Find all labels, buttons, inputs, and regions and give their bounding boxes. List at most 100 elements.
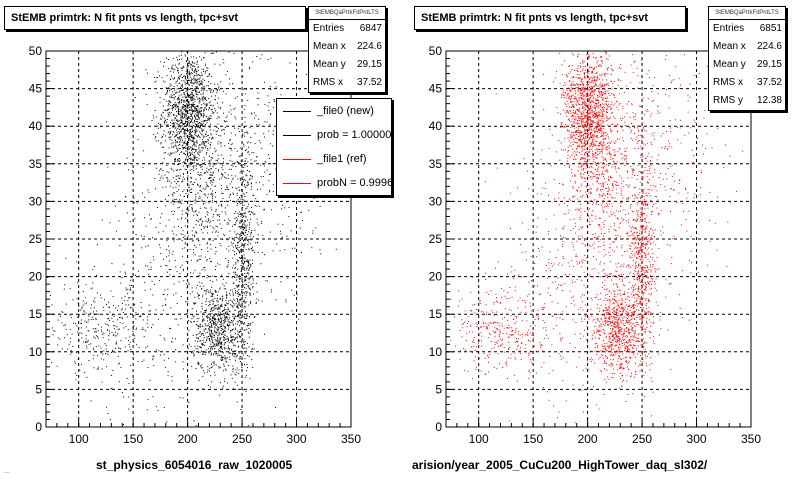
data-point [249, 235, 251, 237]
data-point [246, 192, 248, 193]
data-point [240, 317, 242, 319]
data-point [168, 250, 170, 252]
data-point [194, 69, 196, 71]
data-point [199, 224, 201, 226]
markers [450, 51, 744, 424]
data-point [207, 331, 209, 333]
data-point [335, 248, 337, 250]
data-point [599, 143, 601, 145]
data-point [217, 297, 218, 299]
data-point [229, 83, 231, 85]
data-point [243, 339, 245, 341]
data-point [226, 312, 228, 314]
data-point [162, 258, 164, 260]
data-point [222, 333, 224, 335]
data-point [272, 191, 274, 193]
data-point [249, 210, 250, 212]
data-point [201, 114, 202, 116]
data-point [160, 61, 162, 63]
data-point [194, 296, 196, 298]
data-point [211, 308, 212, 310]
data-point [187, 196, 189, 198]
data-point [578, 132, 580, 133]
data-point [217, 130, 218, 132]
data-point [245, 310, 246, 312]
data-point [182, 122, 184, 124]
legend-entry: probN = 0.99962 [277, 171, 391, 195]
data-point [600, 133, 602, 135]
data-point [258, 299, 260, 301]
data-point [178, 111, 180, 113]
data-point [183, 75, 185, 77]
data-point [248, 261, 250, 263]
data-point [132, 330, 134, 332]
data-point [185, 158, 187, 160]
data-point [231, 320, 232, 321]
data-point [148, 214, 150, 216]
data-point [203, 163, 205, 165]
data-point [198, 78, 200, 80]
data-point [603, 113, 605, 115]
data-point [211, 338, 213, 340]
data-point [239, 201, 241, 203]
data-point [83, 310, 85, 312]
data-point [168, 108, 169, 110]
data-point [244, 352, 246, 354]
data-point [178, 90, 180, 92]
data-point [204, 172, 206, 173]
data-point [198, 146, 200, 148]
data-point [215, 321, 217, 323]
data-point [197, 83, 199, 85]
data-point [145, 330, 147, 332]
data-point [240, 220, 242, 222]
data-point [248, 262, 249, 264]
data-point [255, 303, 257, 304]
data-point [572, 109, 574, 111]
data-point [179, 101, 181, 103]
data-point [220, 345, 222, 347]
data-point [616, 106, 618, 108]
data-point [205, 207, 207, 209]
data-point [195, 230, 197, 232]
data-point [232, 301, 233, 303]
data-point [202, 57, 204, 59]
data-point [141, 329, 143, 331]
data-point [176, 88, 178, 90]
data-point [127, 293, 128, 295]
data-point [268, 154, 270, 156]
data-point [249, 301, 251, 303]
data-point [229, 194, 231, 196]
data-point [185, 116, 187, 118]
data-point [137, 139, 139, 140]
data-point [206, 70, 208, 72]
data-point [211, 174, 213, 176]
data-point [232, 293, 234, 295]
data-point [598, 107, 600, 109]
data-point [82, 300, 84, 302]
data-point [124, 296, 126, 298]
data-point [229, 352, 231, 354]
data-point [244, 220, 245, 222]
data-point [191, 352, 192, 354]
data-point [261, 300, 263, 302]
data-point [236, 219, 238, 221]
data-point [188, 163, 190, 165]
data-point [100, 297, 102, 299]
data-point [240, 212, 242, 214]
data-point [116, 335, 118, 337]
data-point [593, 143, 594, 145]
data-point [183, 136, 185, 138]
data-point [197, 295, 199, 297]
data-point [194, 269, 196, 271]
data-point [580, 96, 582, 98]
data-point [204, 65, 206, 67]
data-point [144, 289, 146, 291]
data-point [196, 71, 198, 73]
data-point [229, 356, 231, 358]
data-point [542, 73, 544, 75]
data-point [590, 88, 592, 90]
data-point [202, 232, 204, 234]
data-point [236, 367, 238, 369]
data-point [594, 106, 596, 108]
data-point [183, 123, 185, 125]
